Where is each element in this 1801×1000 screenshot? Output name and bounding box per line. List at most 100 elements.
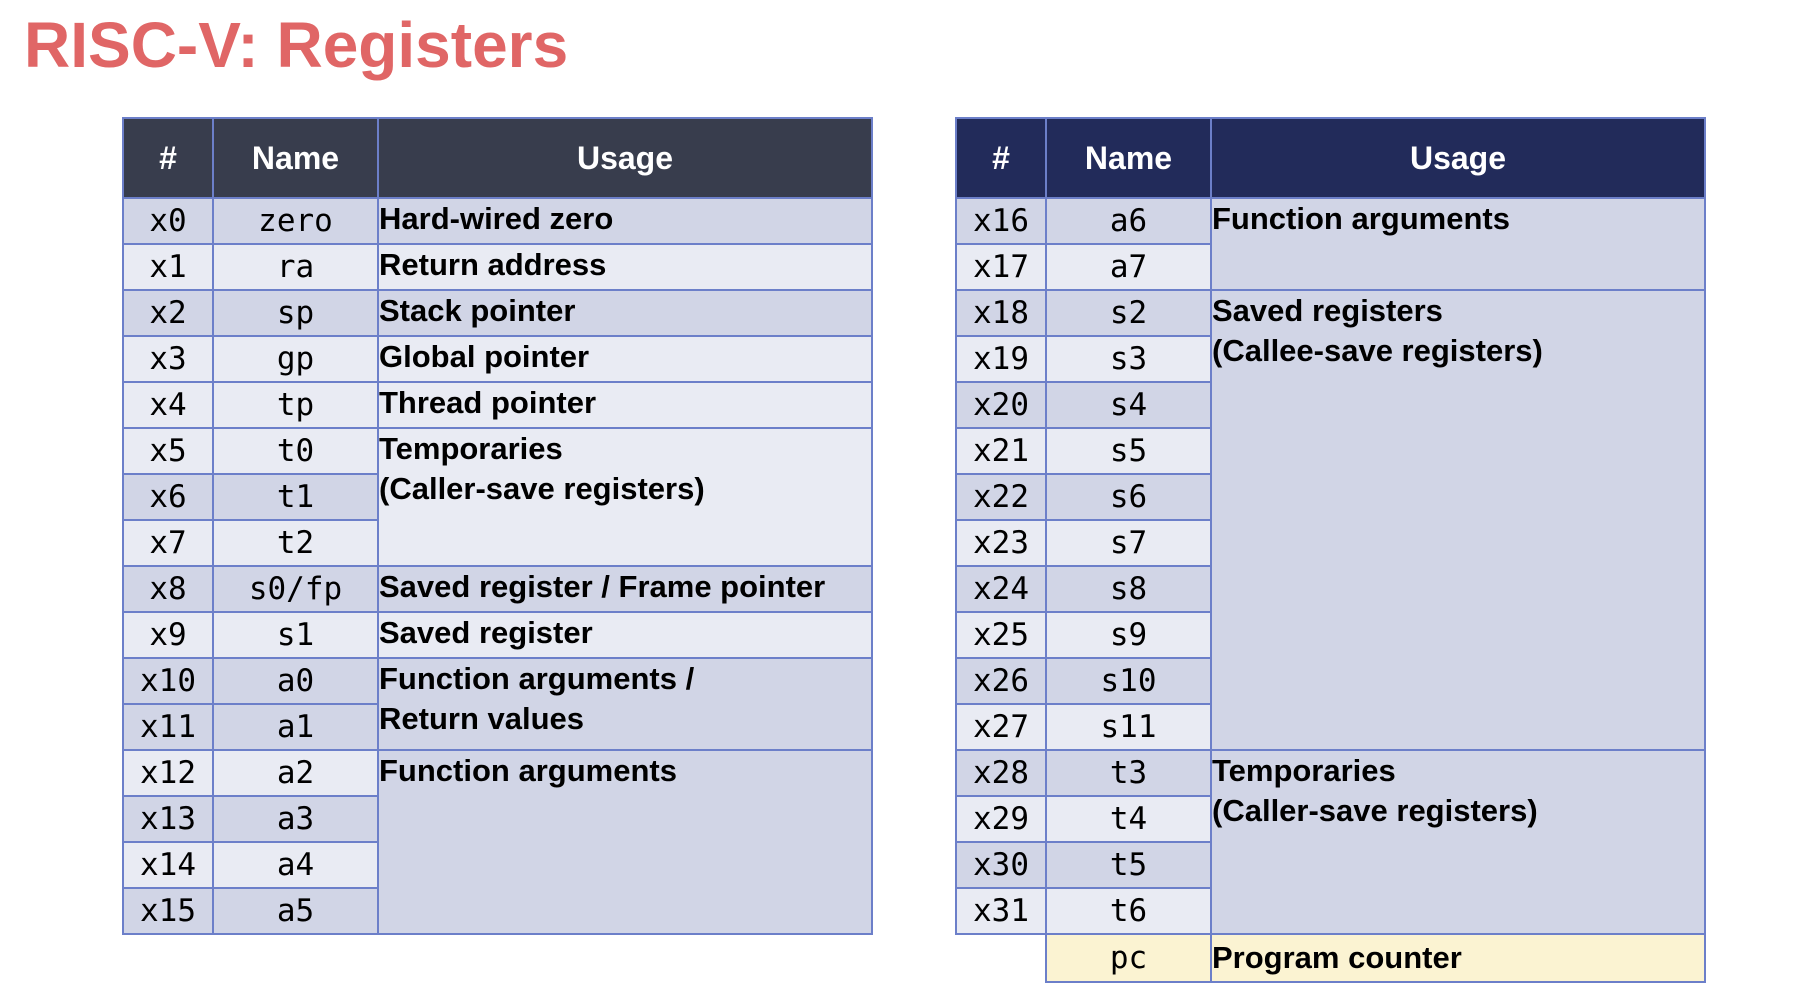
register-usage: Saved register / Frame pointer <box>377 565 873 613</box>
pc-row: pc Program counter <box>956 933 1706 983</box>
register-number: x22 <box>955 473 1047 521</box>
register-usage: Global pointer <box>377 335 873 383</box>
register-number: x2 <box>122 289 214 337</box>
usage-line: Saved register / Frame pointer <box>379 569 826 604</box>
register-table-left: # Name Usage x0 zero Hard-wired zero x1 ra Re… <box>122 117 873 935</box>
register-number: x1 <box>122 243 214 291</box>
register-number: x0 <box>122 197 214 245</box>
register-name: s0/fp <box>212 565 379 613</box>
usage-line: (Caller-save registers) <box>379 471 705 506</box>
register-table-right: # Name Usage x16 a6 Function arguments x17 a… <box>955 117 1706 983</box>
register-row: x29 t4 <box>955 795 1705 843</box>
register-number: x17 <box>955 243 1047 291</box>
usage-line: Saved register <box>379 615 593 650</box>
register-usage: Stack pointer <box>377 289 873 337</box>
register-number: x11 <box>122 703 214 751</box>
usage-line: Function arguments <box>379 753 677 788</box>
usage-line: Global pointer <box>379 339 590 374</box>
register-name: s6 <box>1045 473 1212 521</box>
register-row: x21 s5 <box>955 427 1705 475</box>
register-row: x20 s4 <box>955 381 1705 429</box>
register-name: a0 <box>212 657 379 705</box>
register-row: x16 a6 Function arguments <box>955 197 1706 291</box>
register-name: t3 <box>1045 749 1212 797</box>
register-name: t4 <box>1045 795 1212 843</box>
register-number: x25 <box>955 611 1047 659</box>
register-number: x23 <box>955 519 1047 567</box>
register-number: x26 <box>955 657 1047 705</box>
usage-line: Saved registers <box>1212 293 1443 328</box>
table-header-row: # Name Usage <box>955 117 1706 199</box>
table-header-row: # Name Usage <box>122 117 873 199</box>
register-row: x2 sp Stack pointer <box>122 289 873 337</box>
register-row: x26 s10 <box>955 657 1705 705</box>
register-name: t6 <box>1045 887 1212 935</box>
register-number: x10 <box>122 657 214 705</box>
register-name: a2 <box>212 749 379 797</box>
usage-line: Temporaries <box>1212 753 1396 788</box>
register-number: x6 <box>122 473 214 521</box>
usage-line: (Callee-save registers) <box>1212 333 1543 368</box>
register-row: x8 s0/fp Saved register / Frame pointer <box>122 565 873 613</box>
register-number: x13 <box>122 795 214 843</box>
register-number: x24 <box>955 565 1047 613</box>
register-number: x27 <box>955 703 1047 751</box>
register-row: x31 t6 <box>955 887 1705 935</box>
register-number: x7 <box>122 519 214 567</box>
register-name: zero <box>212 197 379 245</box>
register-row: x1 ra Return address <box>122 243 873 291</box>
register-number: x5 <box>122 427 214 475</box>
register-number: x4 <box>122 381 214 429</box>
register-row: x19 s3 <box>955 335 1705 383</box>
register-name: sp <box>212 289 379 337</box>
register-name: s3 <box>1045 335 1212 383</box>
register-name: s11 <box>1045 703 1212 751</box>
register-number: x20 <box>955 381 1047 429</box>
register-row: x6 t1 <box>122 473 872 521</box>
register-row: x17 a7 <box>955 243 1705 291</box>
register-number: x19 <box>955 335 1047 383</box>
header-name: Name <box>1045 117 1212 199</box>
register-usage: Function arguments <box>377 749 873 935</box>
register-name: t2 <box>212 519 379 567</box>
register-row: x4 tp Thread pointer <box>122 381 873 429</box>
register-name: a6 <box>1045 197 1212 245</box>
register-name: a5 <box>212 887 379 935</box>
usage-line: Stack pointer <box>379 293 576 328</box>
register-name: s4 <box>1045 381 1212 429</box>
register-row: x23 s7 <box>955 519 1705 567</box>
usage-line: Function arguments <box>1212 201 1510 236</box>
register-number: x9 <box>122 611 214 659</box>
register-number: x21 <box>955 427 1047 475</box>
register-number: x18 <box>955 289 1047 337</box>
register-row: x13 a3 <box>122 795 872 843</box>
register-row: x18 s2 Saved registers (Callee-save registe… <box>955 289 1706 751</box>
register-name: a7 <box>1045 243 1212 291</box>
register-name: s9 <box>1045 611 1212 659</box>
usage-line: Function arguments / <box>379 661 695 696</box>
slide-title: RISC-V: Registers <box>24 9 569 81</box>
register-name: pc <box>1045 933 1212 983</box>
usage-line: Return values <box>379 701 585 736</box>
register-row: x12 a2 Function arguments <box>122 749 873 935</box>
register-name: a4 <box>212 841 379 889</box>
usage-line: Hard-wired zero <box>379 201 614 236</box>
register-usage: Return address <box>377 243 873 291</box>
register-usage: Temporaries (Caller-save registers) <box>377 427 873 567</box>
register-usage: Function arguments / Return values <box>377 657 873 751</box>
register-name: a3 <box>212 795 379 843</box>
register-name: gp <box>212 335 379 383</box>
register-rows-right: x16 a6 Function arguments x17 a7 x18 s2 Saved r… <box>955 197 1706 983</box>
register-row: x15 a5 <box>122 887 872 935</box>
usage-line: Return address <box>379 247 607 282</box>
header-usage: Usage <box>377 117 873 199</box>
register-name: s5 <box>1045 427 1212 475</box>
register-row: x14 a4 <box>122 841 872 889</box>
register-usage: Saved registers (Callee-save registers) <box>1210 289 1706 751</box>
register-number: x8 <box>122 565 214 613</box>
register-name: s10 <box>1045 657 1212 705</box>
register-usage: Temporaries (Caller-save registers) <box>1210 749 1706 935</box>
register-number: x28 <box>955 749 1047 797</box>
usage-line: Temporaries <box>379 431 563 466</box>
register-row: x28 t3 Temporaries (Caller-save registers) <box>955 749 1706 935</box>
